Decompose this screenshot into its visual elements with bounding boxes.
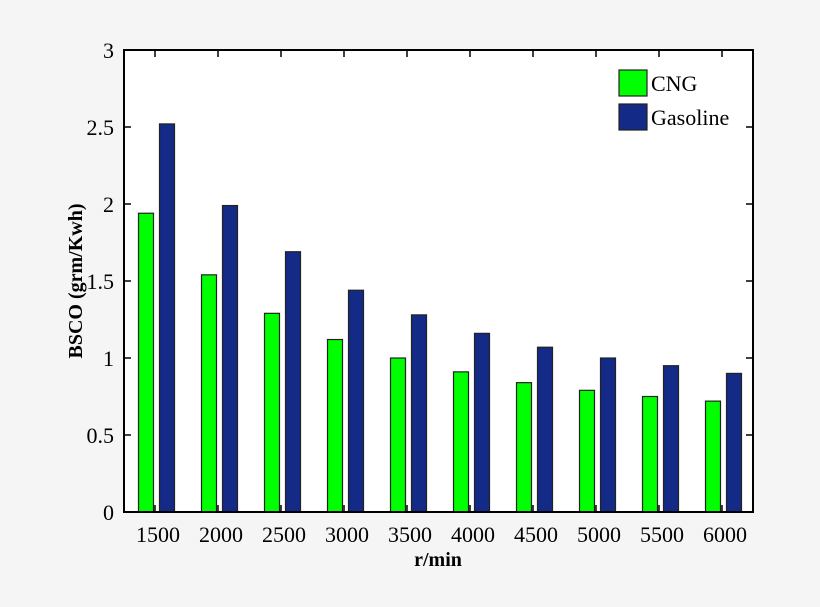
bar-cng-1500 bbox=[137, 212, 155, 513]
y-tick-label: 3 bbox=[103, 38, 114, 63]
legend-label-gasoline: Gasoline bbox=[651, 105, 729, 130]
bar-gasoline-3500 bbox=[410, 314, 428, 513]
y-axis-ticks: 0 0.5 1 1.5 2 2.5 3 bbox=[87, 38, 753, 525]
bar-cng-2500 bbox=[263, 312, 281, 513]
x-tick-label: 1500 bbox=[136, 522, 180, 547]
bar-gasoline-5500 bbox=[662, 365, 680, 513]
x-tick-label: 4500 bbox=[514, 522, 558, 547]
bar-cng-3500 bbox=[389, 357, 407, 513]
legend-swatch-cng bbox=[618, 69, 648, 97]
y-tick-label: 2 bbox=[103, 192, 114, 217]
plot-frame bbox=[123, 49, 754, 513]
legend: CNG Gasoline bbox=[618, 69, 729, 131]
y-axis-label: BSCO (grm/Kwh) bbox=[65, 204, 87, 359]
x-tick-label: 6000 bbox=[703, 522, 747, 547]
bar-cng-4000 bbox=[452, 371, 470, 513]
bars bbox=[137, 123, 743, 513]
x-tick-label: 2000 bbox=[199, 522, 243, 547]
bar-gasoline-1500 bbox=[158, 123, 176, 513]
y-tick-label: 0 bbox=[103, 500, 114, 525]
x-tick-label: 2500 bbox=[262, 522, 306, 547]
x-tick-label: 3500 bbox=[388, 522, 432, 547]
x-tick-label: 4000 bbox=[451, 522, 495, 547]
x-tick-label: 5500 bbox=[640, 522, 684, 547]
bar-gasoline-6000 bbox=[725, 372, 743, 513]
y-tick-label: 0.5 bbox=[87, 423, 115, 448]
bar-gasoline-3000 bbox=[347, 289, 365, 513]
bar-gasoline-2000 bbox=[221, 204, 239, 513]
y-tick-label: 2.5 bbox=[87, 115, 115, 140]
y-tick-label: 1.5 bbox=[87, 269, 115, 294]
x-axis-ticks: 1500 2000 2500 3000 3500 4000 4500 5000 5500 6000 bbox=[136, 50, 747, 547]
bar-cng-3000 bbox=[326, 338, 344, 513]
bar-gasoline-4500 bbox=[536, 346, 554, 513]
bar-gasoline-5000 bbox=[599, 357, 617, 513]
bar-cng-4500 bbox=[515, 382, 533, 513]
x-tick-label: 3000 bbox=[325, 522, 369, 547]
bar-cng-2000 bbox=[200, 274, 218, 513]
bar-gasoline-4000 bbox=[473, 332, 491, 513]
x-tick-label: 5000 bbox=[577, 522, 621, 547]
bar-cng-6000 bbox=[704, 400, 722, 513]
bar-cng-5000 bbox=[578, 389, 596, 513]
bar-gasoline-2500 bbox=[284, 251, 302, 513]
legend-swatch-gasoline bbox=[618, 103, 648, 131]
x-axis-label: r/min bbox=[414, 549, 462, 571]
legend-label-cng: CNG bbox=[651, 71, 698, 96]
bar-cng-5500 bbox=[641, 395, 659, 513]
y-tick-label: 1 bbox=[103, 346, 114, 371]
